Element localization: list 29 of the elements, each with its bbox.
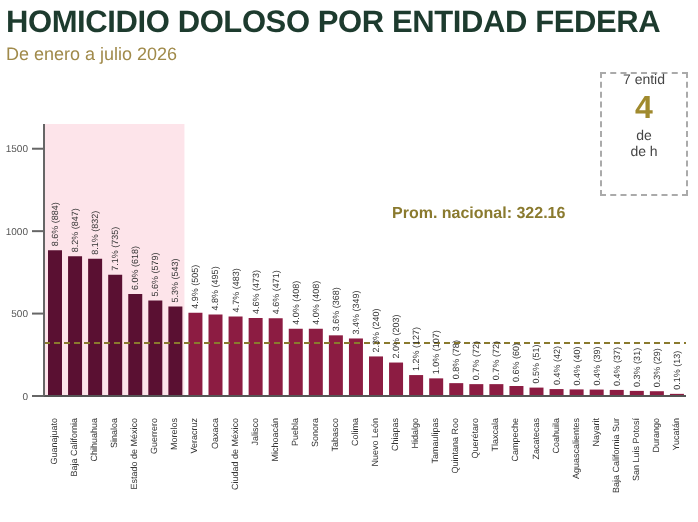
chart-title: HOMICIDIO DOLOSO POR ENTIDAD FEDERA: [6, 6, 661, 42]
bar: [348, 338, 363, 396]
annotation: 4: [633, 90, 655, 129]
bar: [88, 258, 103, 396]
bar: [308, 328, 323, 396]
bar: [429, 378, 444, 396]
chart-subtitle: De enero a julio 2026: [6, 44, 178, 64]
bar: [248, 318, 263, 396]
bar: [369, 356, 383, 396]
bar: [569, 389, 584, 396]
bar: [489, 384, 504, 396]
bar: [48, 250, 62, 396]
ref-line-label: Prom. nacional: 322.16: [392, 204, 566, 222]
bar: [128, 294, 143, 396]
bar: [328, 335, 343, 396]
bar: [108, 274, 123, 396]
bar: [68, 256, 83, 396]
bar: [509, 386, 524, 396]
bar: [188, 312, 203, 396]
bar: [389, 362, 404, 396]
bar: [288, 328, 303, 396]
bar: [168, 306, 183, 396]
bar: [268, 318, 283, 396]
bar: [148, 300, 163, 396]
bar: [208, 314, 223, 396]
bar: [409, 375, 424, 396]
bar: [228, 316, 243, 396]
bar: [449, 383, 464, 396]
bar: [469, 384, 484, 396]
